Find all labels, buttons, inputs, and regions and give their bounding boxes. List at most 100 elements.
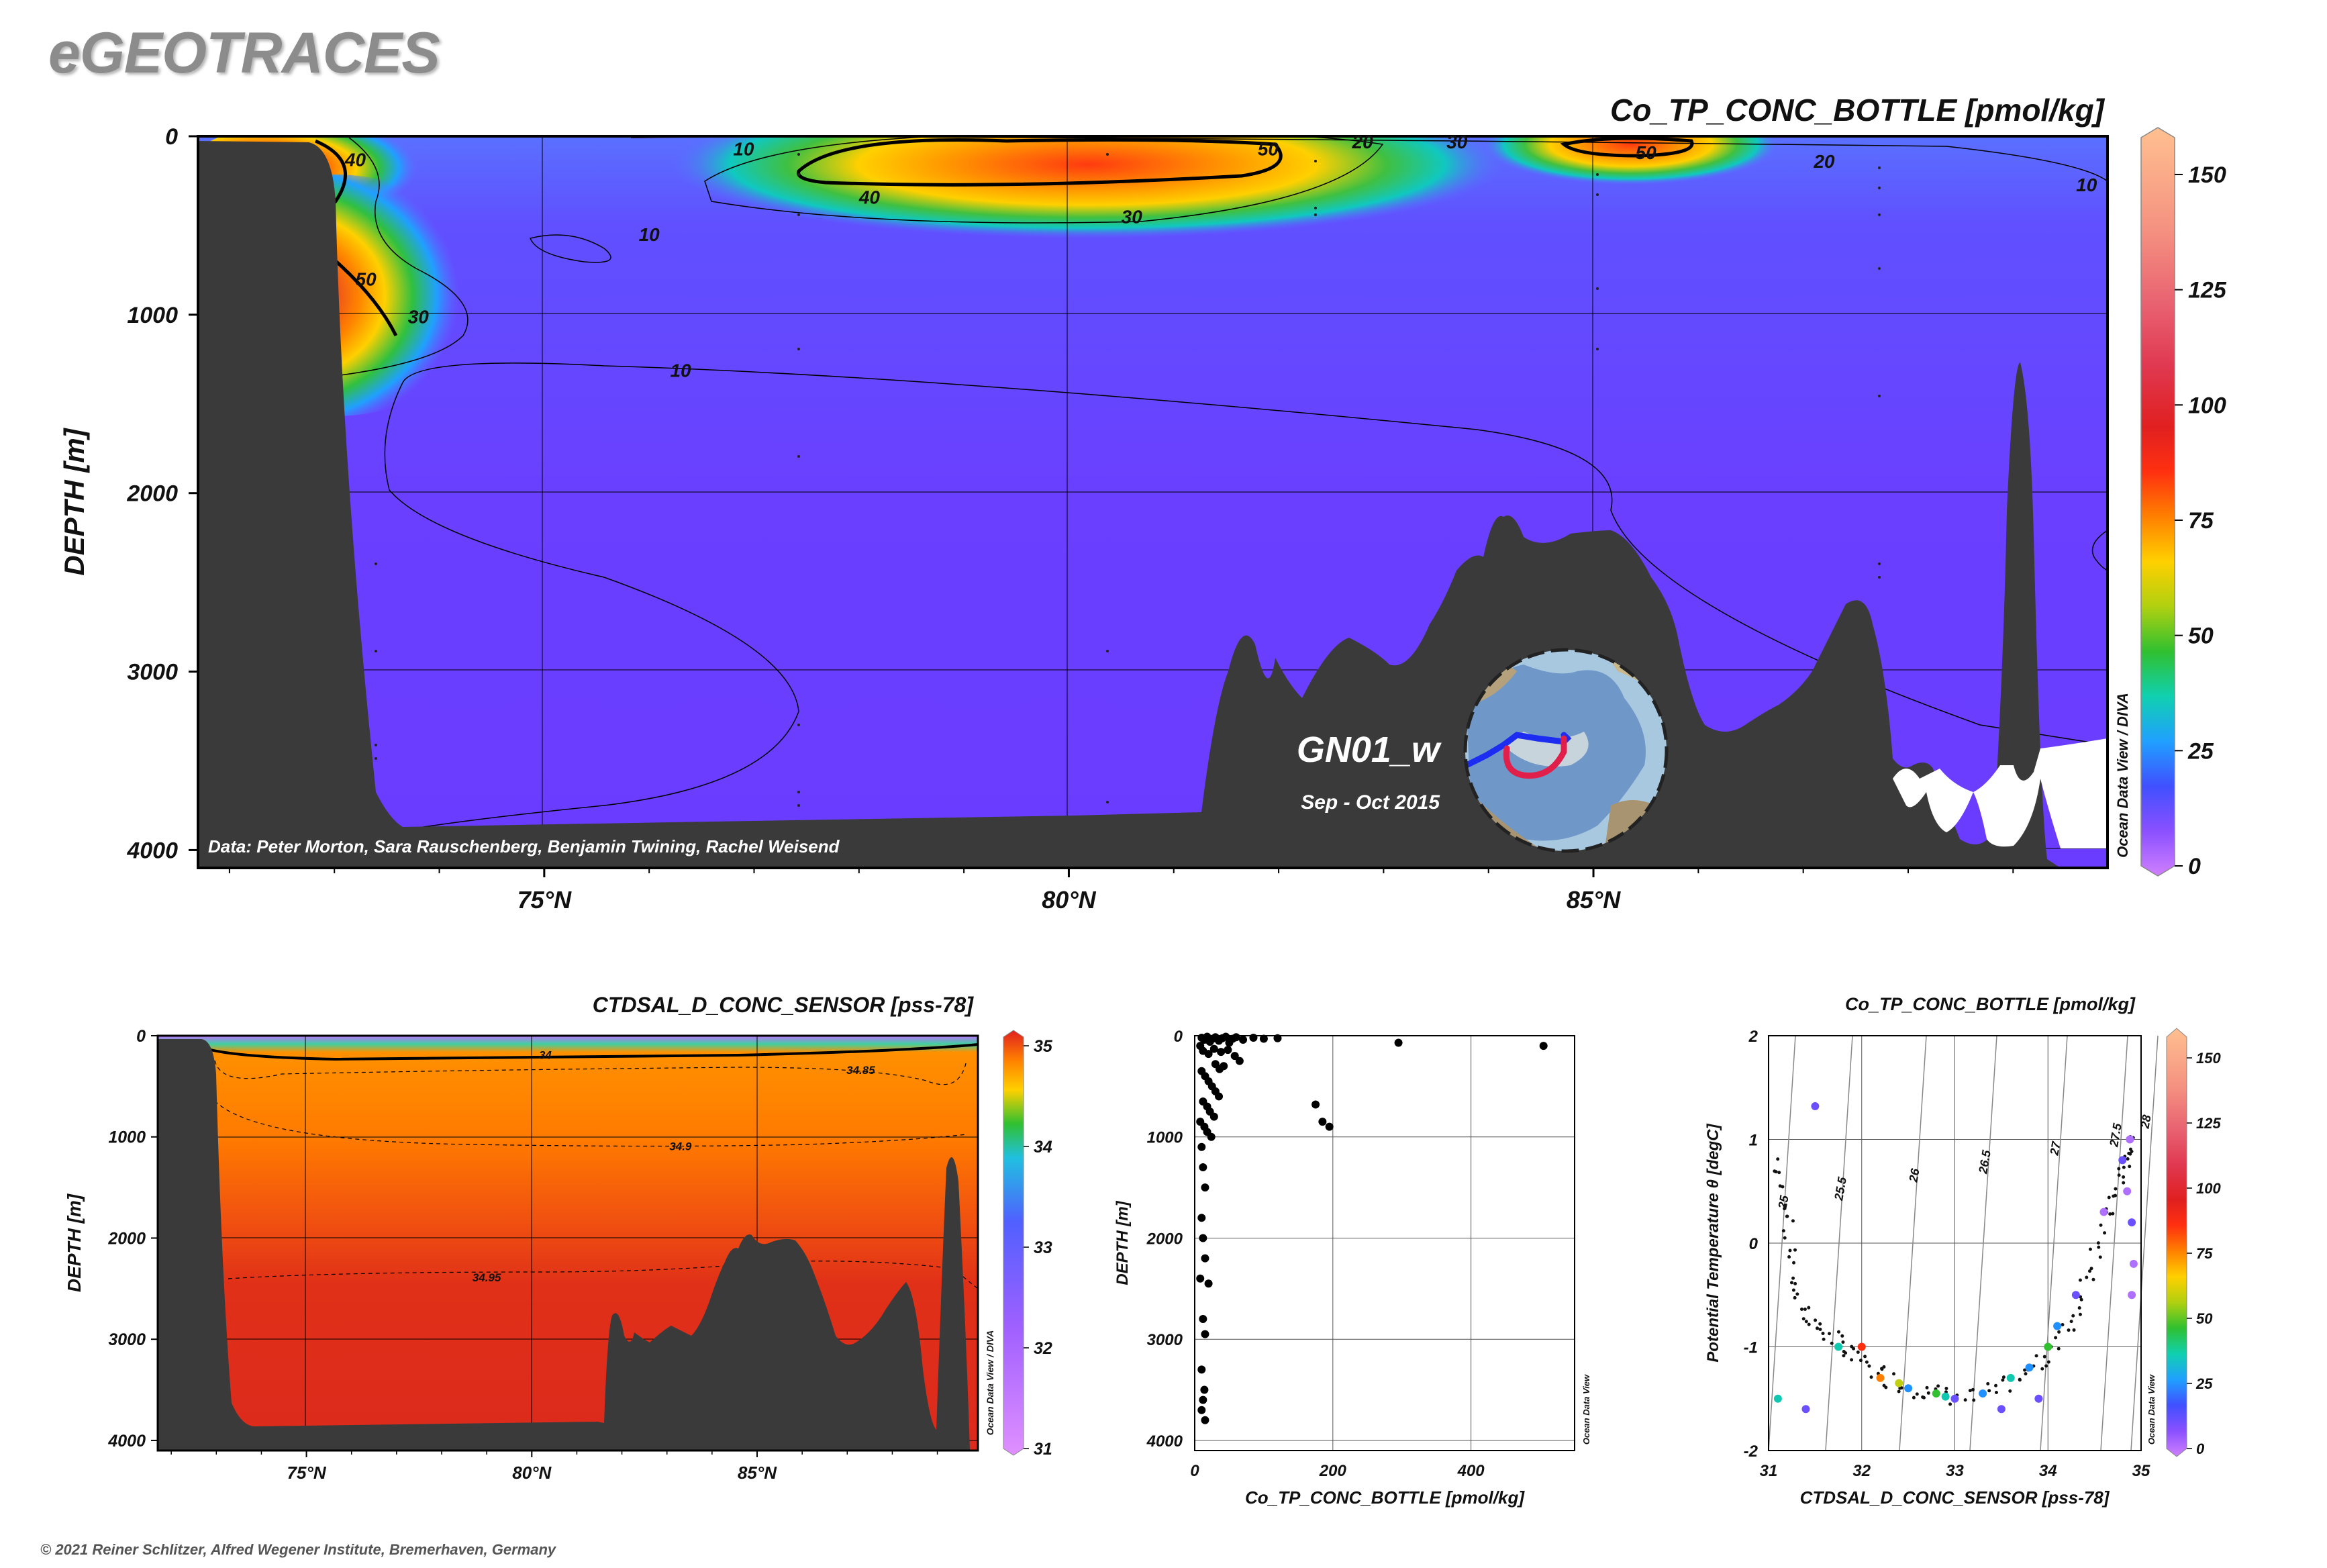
ts-background-point	[2023, 1368, 2027, 1372]
profile-y-tick-label: 0	[1174, 1028, 1183, 1046]
profile-point	[1318, 1118, 1327, 1126]
ts-background-point	[1926, 1391, 1930, 1395]
ts-colorbar-tick-label: 150	[2196, 1050, 2221, 1067]
ts-background-point	[2108, 1212, 2112, 1216]
ts-background-point	[2098, 1255, 2102, 1259]
main-y-ticks: 0 1000 2000 3000 4000	[126, 124, 198, 863]
main-colorbar-tick-label: 50	[2188, 624, 2214, 649]
main-contour-labels: 10 10 10 40 50 30 40 30 50 20 30 50 20 10	[344, 132, 2097, 381]
profile-y-axis-label: DEPTH [m]	[1113, 1200, 1132, 1285]
ts-plot-frame	[1768, 1035, 2142, 1451]
ts-background-point	[2126, 1157, 2130, 1161]
ts-background-point	[1783, 1207, 1787, 1211]
ts-y-tick-label: -2	[1744, 1442, 1759, 1461]
ts-background-point	[2061, 1323, 2065, 1327]
ts-isopycnal-line	[1969, 1035, 1997, 1451]
surface-maximum-blob-east	[1483, 136, 1779, 185]
salinity-colorbar-tick-label: 31	[1034, 1440, 1052, 1459]
ts-chart-title: Co_TP_CONC_BOTTLE [pmol/kg]	[1845, 994, 2136, 1014]
contour-10-east	[2091, 530, 2108, 571]
ts-background-point	[1777, 1171, 1781, 1175]
ts-point	[2006, 1373, 2015, 1382]
ts-colorbar	[2166, 1028, 2187, 1457]
main-colorbar-tick-label: 150	[2188, 162, 2226, 188]
ts-point	[1773, 1394, 1782, 1403]
ts-background-point	[1801, 1317, 1805, 1321]
ts-background-point	[1793, 1281, 1797, 1285]
salinity-colorbar-tick-label: 35	[1034, 1037, 1053, 1056]
profile-point	[1204, 1050, 1213, 1059]
ts-background-point	[1778, 1184, 1782, 1188]
profile-y-tick-label: 2000	[1146, 1230, 1183, 1248]
main-colorbar-ticks: 0 25 50 75 100 125 150	[2175, 162, 2227, 879]
ts-background-point	[2008, 1389, 2012, 1393]
ts-background-point	[2046, 1360, 2050, 1364]
ts-background-point	[1803, 1308, 1807, 1312]
salinity-chart-title: CTDSAL_D_CONC_SENSOR [pss-78]	[593, 993, 975, 1017]
main-y-axis-label: DEPTH [m]	[58, 427, 90, 575]
profile-point	[1207, 1132, 1216, 1141]
main-x-ticks: 75°N 80°N 85°N	[228, 868, 2014, 914]
ts-background-point	[1936, 1384, 1940, 1388]
ts-background-point	[1884, 1385, 1888, 1389]
contour-30-slope	[335, 137, 468, 377]
salinity-bathymetry	[158, 1039, 970, 1451]
salinity-y-tick-label: 0	[136, 1027, 146, 1046]
ts-background-point	[2001, 1378, 2005, 1382]
salinity-colorbar-tick-label: 32	[1034, 1339, 1052, 1358]
ts-background-point	[1869, 1375, 1873, 1379]
ts-point	[2129, 1259, 2138, 1268]
ts-background-point	[1925, 1385, 1929, 1389]
ts-background-point	[2042, 1355, 2046, 1359]
inset-map-track-red	[1503, 735, 1567, 779]
ts-point	[2099, 1208, 2108, 1216]
ts-background-point	[2128, 1165, 2132, 1169]
ts-background-point	[1781, 1229, 1785, 1233]
ts-x-axis-label: CTDSAL_D_CONC_SENSOR [pss-78]	[1800, 1487, 2110, 1508]
ts-background-point	[2078, 1312, 2082, 1316]
ts-background-point	[1963, 1398, 1967, 1402]
main-contour-label: 30	[408, 307, 430, 328]
salinity-y-tick-label: 4000	[107, 1432, 146, 1451]
ts-background-point	[2078, 1278, 2082, 1282]
main-contour-label: 10	[733, 139, 754, 160]
ts-background-point	[2054, 1336, 2058, 1340]
ts-point	[1997, 1405, 2006, 1414]
ts-background-point	[1915, 1392, 1919, 1396]
profile-point	[1215, 1092, 1224, 1101]
salinity-section-plot: 34 34.85 34.9 34.95 CTDSAL_D_CONC_SENSOR [p…	[64, 993, 1053, 1483]
profile-x-ticks: 0 200 400	[1190, 1462, 1485, 1480]
ts-background-point	[1897, 1389, 1901, 1393]
profile-point	[1222, 1032, 1230, 1041]
ts-background-point	[1968, 1389, 1972, 1393]
ts-background-point	[2040, 1367, 2044, 1371]
profile-point	[1230, 1052, 1239, 1061]
profile-y-tick-label: 3000	[1147, 1331, 1183, 1349]
profile-point	[1201, 1254, 1209, 1263]
main-sample-points	[375, 153, 1881, 807]
main-y-tick-label: 2000	[126, 481, 178, 507]
ts-point	[2025, 1363, 2034, 1372]
ts-background-point	[1788, 1248, 1792, 1253]
ts-point	[2123, 1187, 2132, 1195]
ts-background-point	[1882, 1365, 1886, 1369]
ts-x-tick-label: 32	[1852, 1462, 1871, 1480]
ts-background-point	[2057, 1330, 2061, 1334]
ts-background-point	[2044, 1364, 2048, 1368]
ts-isopycnal-line	[2040, 1035, 2068, 1451]
ts-background-point	[2024, 1372, 2028, 1376]
surface-maximum-blob	[671, 136, 1503, 238]
ts-point	[2128, 1218, 2136, 1227]
ts-y-tick-label: 0	[1749, 1235, 1759, 1253]
ts-colorbar-tick-label: 25	[2195, 1375, 2213, 1392]
ts-background-point	[2069, 1320, 2073, 1324]
profile-x-axis-label: Co_TP_CONC_BOTTLE [pmol/kg]	[1245, 1487, 1525, 1508]
main-x-tick-label: 85°N	[1567, 886, 1621, 914]
ts-background-point	[1972, 1398, 1976, 1402]
main-contour-label: 40	[344, 150, 366, 170]
inset-map-frame	[1463, 648, 1669, 853]
ts-background-point	[1994, 1383, 1998, 1387]
egeotraces-logo: eGEOTRACES	[48, 21, 440, 85]
ts-background-point	[1899, 1386, 1903, 1390]
ts-background-point	[2097, 1245, 2101, 1249]
